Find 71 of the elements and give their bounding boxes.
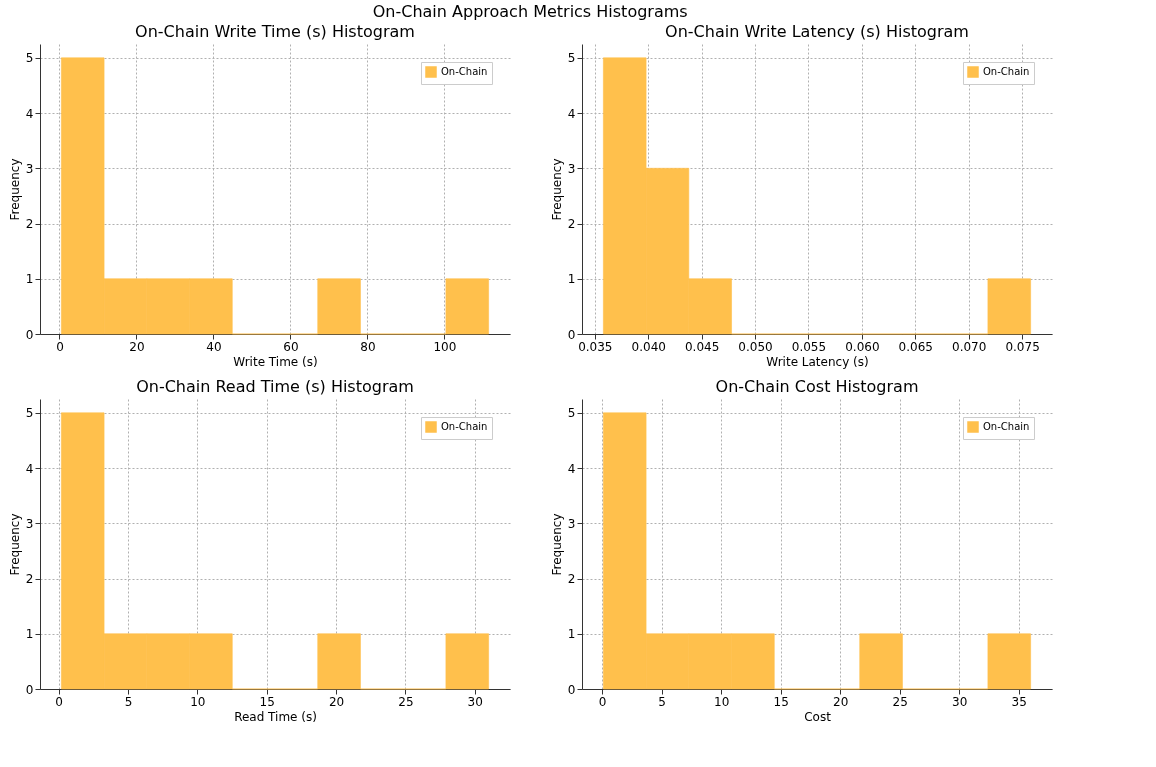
y-tick-label: 1 <box>25 627 34 642</box>
y-tick-label: 1 <box>567 272 576 287</box>
x-tick-label: 0 <box>56 339 64 354</box>
x-tick-label: 0.060 <box>845 339 880 354</box>
chart-title: On-Chain Write Latency (s) Histogram <box>665 22 969 41</box>
y-tick-label: 0 <box>567 682 576 697</box>
x-axis-title: Cost <box>804 709 832 724</box>
x-tick-label: 30 <box>467 694 483 709</box>
x-tick-label: 0.040 <box>631 339 666 354</box>
x-tick-label: 40 <box>206 339 222 354</box>
y-tick-label: 3 <box>25 161 34 176</box>
x-tick-label: 0 <box>598 694 607 709</box>
x-tick-label: 0.070 <box>952 339 987 354</box>
x-tick-label: 0.035 <box>578 339 613 354</box>
y-tick-label: 3 <box>25 516 34 531</box>
x-axis-title: Write Latency (s) <box>766 354 869 369</box>
x-tick-label: 15 <box>259 694 275 709</box>
y-tick-label: 1 <box>25 272 34 287</box>
y-axis-title: Frequency <box>7 158 22 221</box>
y-tick-label: 4 <box>25 461 34 476</box>
y-tick-label: 3 <box>567 161 576 176</box>
y-tick-label: 4 <box>567 106 576 121</box>
y-tick-label: 3 <box>567 516 576 531</box>
y-tick-label: 2 <box>567 217 576 232</box>
legend-label: On-Chain <box>441 421 488 432</box>
x-tick-label: 100 <box>433 339 457 354</box>
y-tick-label: 0 <box>25 327 34 342</box>
y-tick-label: 5 <box>25 406 34 421</box>
y-tick-label: 2 <box>567 572 576 587</box>
chart-title: On-Chain Read Time (s) Histogram <box>136 377 414 396</box>
y-tick-label: 4 <box>25 106 34 121</box>
x-tick-label: 10 <box>714 694 730 709</box>
x-axis-title: Write Time (s) <box>233 354 318 369</box>
y-axis-title: Frequency <box>549 158 564 221</box>
y-tick-label: 5 <box>25 51 34 66</box>
x-tick-label: 35 <box>1011 694 1027 709</box>
x-tick-label: 5 <box>658 694 666 709</box>
y-tick-label: 5 <box>567 406 576 421</box>
y-tick-label: 4 <box>567 461 576 476</box>
x-tick-label: 0.055 <box>791 339 827 354</box>
legend-label: On-Chain <box>983 421 1030 432</box>
y-tick-label: 5 <box>567 51 576 66</box>
y-tick-label: 1 <box>567 627 576 642</box>
x-tick-label: 20 <box>129 339 145 354</box>
x-axis-title: Read Time (s) <box>234 709 317 724</box>
x-tick-label: 0.065 <box>898 339 933 354</box>
x-tick-label: 20 <box>328 694 345 709</box>
legend-label: On-Chain <box>983 66 1030 77</box>
x-tick-label: 25 <box>398 694 414 709</box>
x-tick-label: 10 <box>190 694 206 709</box>
x-tick-label: 0.050 <box>738 339 773 354</box>
y-axis-title: Frequency <box>549 513 564 576</box>
x-tick-label: 15 <box>773 694 789 709</box>
chart-title: On-Chain Write Time (s) Histogram <box>135 22 415 41</box>
chart-title: On-Chain Cost Histogram <box>715 377 919 396</box>
text: On-Chain Approach Metrics Histograms <box>372 2 688 21</box>
y-tick-label: 0 <box>567 327 576 342</box>
x-tick-label: 30 <box>952 694 968 709</box>
x-tick-label: 0.045 <box>684 339 720 354</box>
y-tick-label: 0 <box>25 682 34 697</box>
x-tick-label: 5 <box>124 694 133 709</box>
x-tick-label: 60 <box>283 339 299 354</box>
x-tick-label: 20 <box>833 694 849 709</box>
legend-label: On-Chain <box>441 66 488 77</box>
x-tick-label: 0 <box>55 694 63 709</box>
x-tick-label: 25 <box>892 694 908 709</box>
y-tick-label: 2 <box>25 217 34 232</box>
x-tick-label: 0.075 <box>1005 339 1040 354</box>
y-axis-title: Frequency <box>7 513 22 576</box>
x-tick-label: 80 <box>360 339 376 354</box>
y-tick-label: 2 <box>25 572 34 587</box>
